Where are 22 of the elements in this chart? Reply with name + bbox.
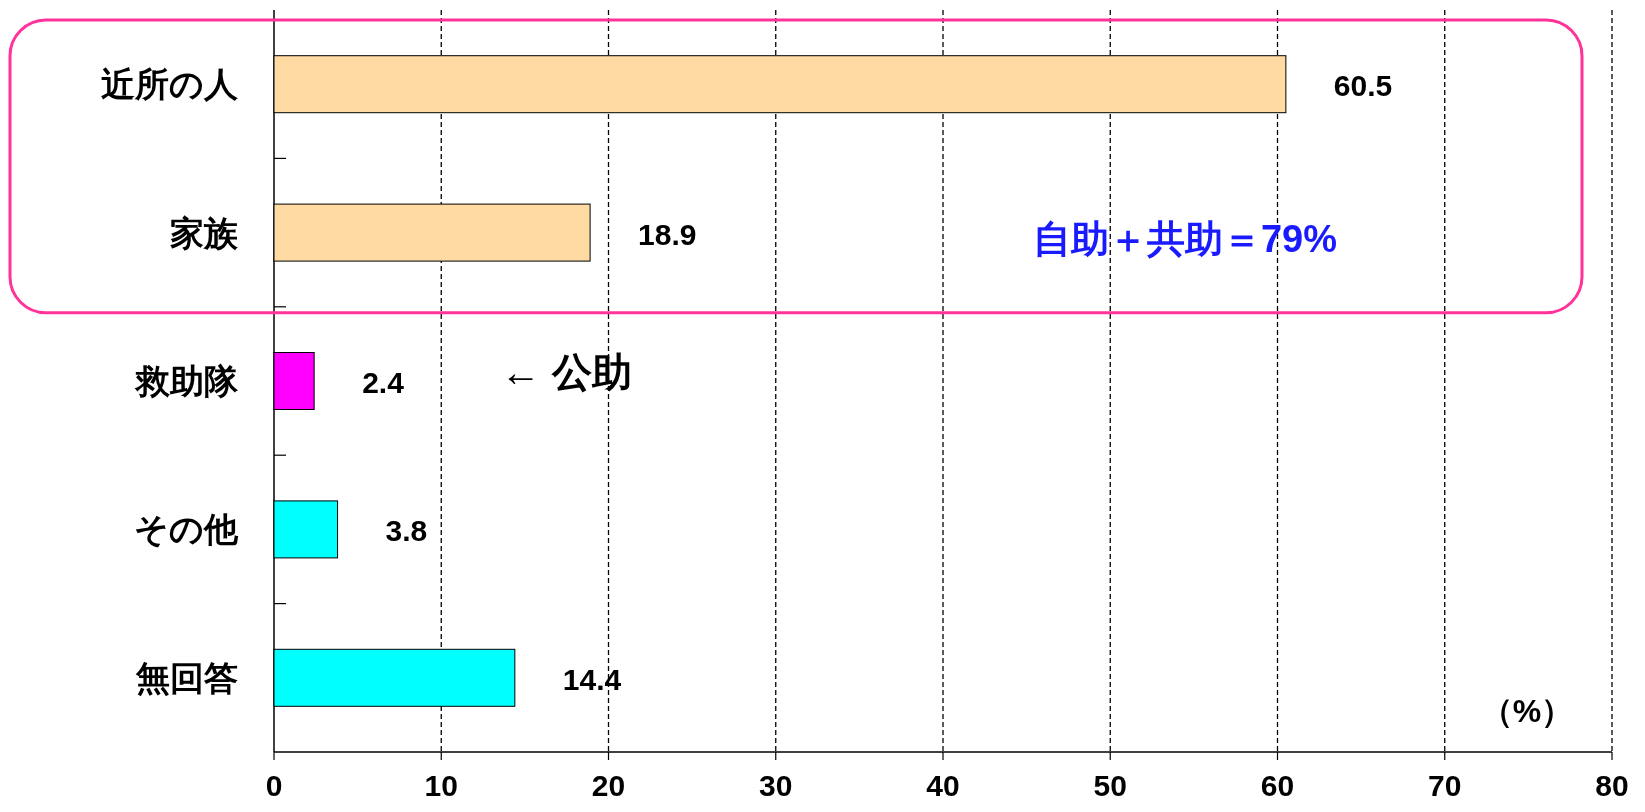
x-tick-label: 50 (1093, 769, 1127, 802)
data-label: 2.4 (362, 366, 405, 399)
data-label: 18.9 (638, 217, 697, 251)
x-tick-label: 60 (1260, 769, 1295, 802)
x-tick-label: 20 (591, 769, 626, 802)
y-tick-label: 救助隊 (134, 362, 239, 400)
x-tick-label: 0 (265, 769, 283, 802)
y-tick-label: 無回答 (135, 658, 238, 697)
y-tick-label: 近所の人 (101, 65, 239, 104)
annotation: 自助＋共助＝79% (1032, 218, 1338, 260)
data-label: 60.5 (1333, 69, 1393, 103)
x-tick-label: 10 (424, 769, 458, 802)
data-label: 3.8 (385, 514, 428, 548)
data-label: 14.4 (562, 662, 622, 696)
x-tick-label: 30 (759, 769, 793, 802)
annotation: （%） (1480, 693, 1574, 729)
y-tick-label: 家族 (170, 213, 239, 252)
x-tick-label: 70 (1428, 769, 1462, 802)
x-tick-label: 40 (926, 769, 960, 802)
annotation: ← 公助 (500, 350, 632, 394)
x-tick-label: 80 (1595, 769, 1629, 802)
y-tick-label: その他 (134, 510, 239, 549)
